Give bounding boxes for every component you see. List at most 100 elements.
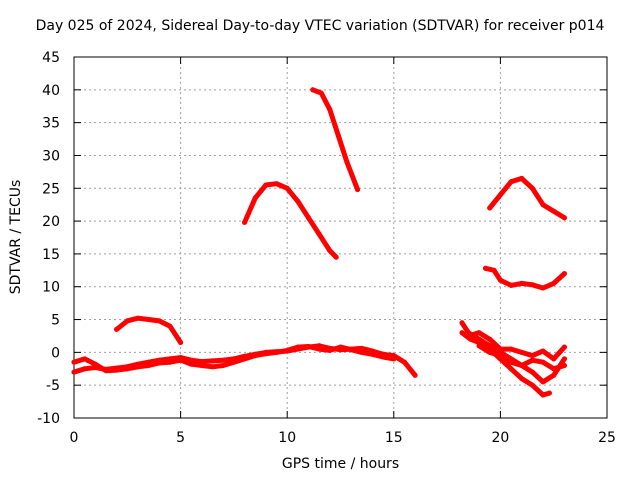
data-point <box>210 364 216 370</box>
data-point <box>519 349 525 355</box>
data-point <box>487 205 493 211</box>
data-point <box>124 366 130 372</box>
data-point <box>295 344 301 350</box>
data-point <box>210 358 216 364</box>
data-point <box>561 356 567 362</box>
data-point <box>310 87 316 93</box>
data-point <box>540 285 546 291</box>
data-point <box>380 354 386 360</box>
data-point <box>497 277 503 283</box>
data-point <box>327 248 333 254</box>
data-point <box>333 254 339 260</box>
y-tick-label: 35 <box>42 116 60 132</box>
x-tick-label: 0 <box>70 430 79 446</box>
data-point <box>529 369 535 375</box>
data-point <box>327 347 333 353</box>
data-point <box>220 357 226 363</box>
data-point <box>263 182 269 188</box>
data-point <box>483 265 488 271</box>
data-point <box>146 363 152 368</box>
data-point <box>459 320 465 326</box>
data-point <box>242 356 248 362</box>
data-point <box>167 323 173 329</box>
data-point <box>519 175 525 181</box>
y-tick-label: 25 <box>42 181 60 197</box>
plot-frame <box>73 56 608 419</box>
data-point <box>551 366 557 372</box>
data-point <box>519 280 525 286</box>
data-point <box>114 367 120 373</box>
data-point <box>561 271 567 277</box>
series-track-10 <box>465 330 567 362</box>
data-point <box>335 133 341 139</box>
y-tick-label: -5 <box>46 378 60 394</box>
data-point <box>508 179 514 185</box>
data-point <box>508 359 514 365</box>
data-point <box>402 359 407 365</box>
chart-title: Day 025 of 2024, Sidereal Day-to-day VTE… <box>35 18 605 34</box>
data-point <box>306 215 311 221</box>
data-point <box>252 195 258 201</box>
data-point <box>274 349 279 355</box>
data-point <box>551 356 557 362</box>
data-point <box>242 219 248 225</box>
x-tick-label: 25 <box>598 430 616 446</box>
data-point <box>348 347 354 353</box>
data-point <box>540 202 546 208</box>
data-point <box>92 361 98 367</box>
data-point <box>412 372 418 378</box>
data-point <box>476 330 482 336</box>
data-point <box>295 198 301 204</box>
data-point <box>370 351 375 357</box>
data-point <box>529 353 535 359</box>
data-point <box>178 340 184 345</box>
y-tick-label: 10 <box>42 280 60 296</box>
data-point <box>178 357 184 363</box>
data-point <box>497 346 503 352</box>
data-point <box>199 363 205 368</box>
data-point <box>156 360 162 366</box>
y-tick-label: 20 <box>42 214 60 230</box>
data-point <box>188 361 194 367</box>
y-tick-label: 30 <box>42 148 60 164</box>
y-tick-label: 15 <box>42 247 60 263</box>
data-point <box>156 318 162 324</box>
data-point <box>529 185 535 191</box>
data-point <box>497 353 503 359</box>
data-point <box>491 267 497 273</box>
data-point <box>274 181 279 187</box>
data-point <box>561 344 567 350</box>
data-point <box>519 376 525 382</box>
data-point <box>529 282 535 288</box>
data-point <box>284 185 290 191</box>
data-point <box>519 363 525 368</box>
data-point <box>318 90 324 96</box>
data-point <box>359 349 365 355</box>
data-point <box>487 336 493 342</box>
data-point <box>459 330 465 336</box>
data-point <box>561 215 567 221</box>
data-point <box>529 357 535 363</box>
data-point <box>135 315 141 321</box>
data-point <box>540 392 546 398</box>
data-point <box>167 359 173 365</box>
data-point <box>508 366 514 372</box>
data-point <box>561 363 567 368</box>
y-tick-label: 5 <box>51 313 60 329</box>
data-point <box>551 372 557 378</box>
data-point <box>465 333 471 339</box>
y-tick-label: 0 <box>51 345 60 361</box>
data-point <box>546 390 552 396</box>
data-point <box>231 359 237 365</box>
data-point <box>497 192 503 198</box>
data-point <box>146 317 152 322</box>
x-tick-label: 5 <box>176 430 185 446</box>
data-point <box>252 353 258 359</box>
data-point <box>316 231 322 237</box>
data-point <box>338 344 343 350</box>
data-point <box>529 382 535 388</box>
data-point <box>71 369 77 375</box>
y-tick-label: 40 <box>42 83 60 99</box>
data-point <box>316 346 322 352</box>
